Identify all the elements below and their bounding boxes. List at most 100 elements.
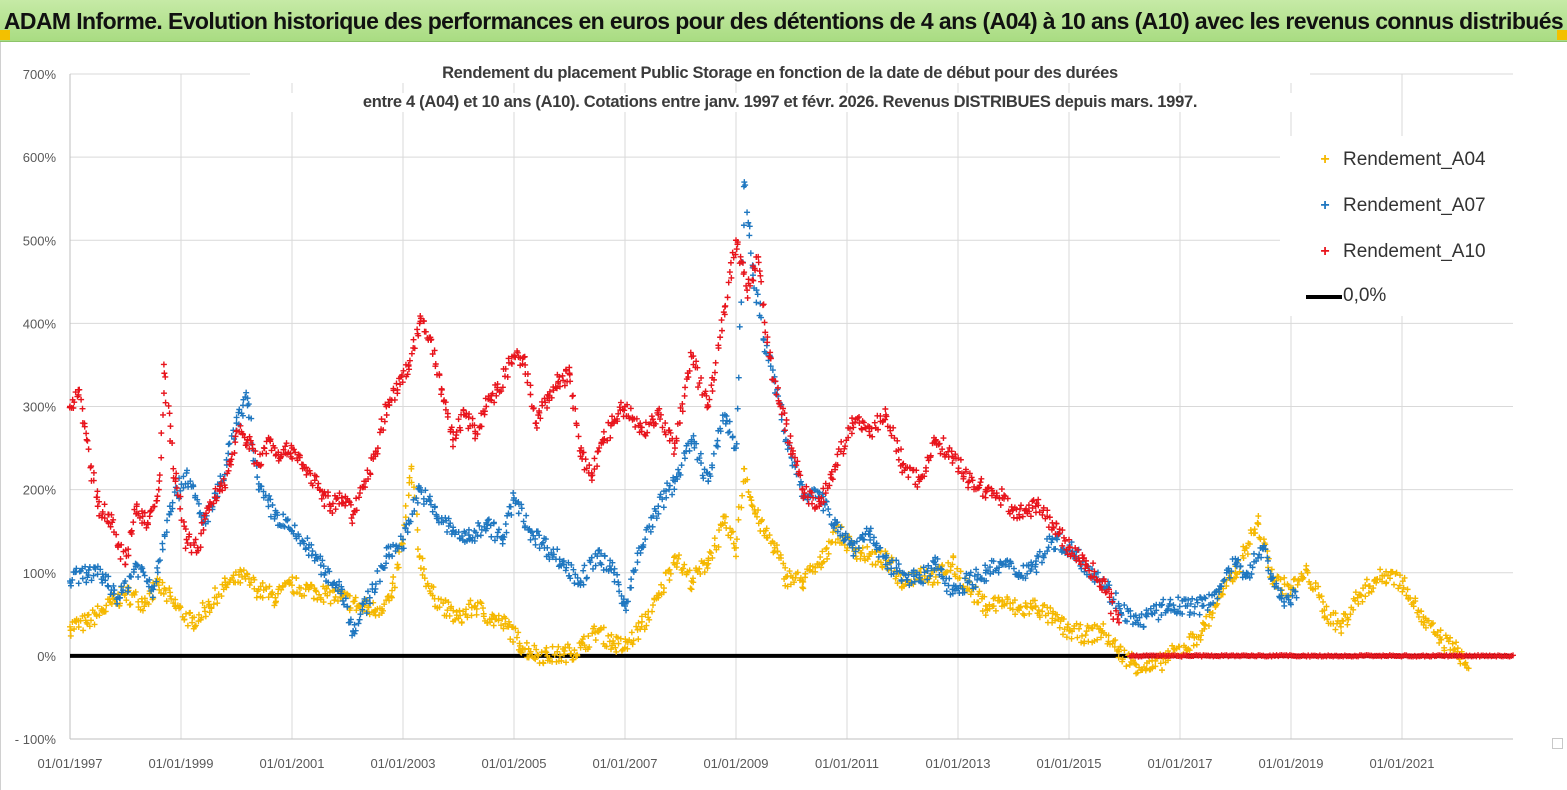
point-a10: [569, 392, 576, 399]
point-a07: [530, 532, 537, 539]
point-a04: [1438, 636, 1445, 643]
point-a04: [711, 542, 718, 549]
point-a07: [1170, 602, 1177, 609]
point-a07: [1036, 548, 1043, 555]
point-a04: [414, 526, 421, 533]
point-a07: [374, 567, 381, 574]
point-a07: [197, 509, 204, 516]
point-a10: [955, 465, 962, 472]
point-a10: [474, 431, 481, 438]
legend-item-zero[interactable]: 0,0%: [1280, 284, 1520, 308]
point-a04: [1312, 580, 1319, 587]
point-a04: [1079, 632, 1086, 639]
point-a07: [1137, 621, 1144, 628]
resize-handle[interactable]: [1552, 738, 1563, 749]
point-a07: [383, 560, 390, 567]
legend-item-a04[interactable]: + Rendement_A04: [1280, 148, 1520, 172]
point-a07: [693, 440, 700, 447]
point-a10: [84, 437, 91, 444]
point-a04: [463, 606, 470, 613]
point-a04: [956, 574, 963, 581]
point-a07: [867, 531, 874, 538]
point-a10: [1036, 509, 1043, 516]
point-a07: [830, 525, 837, 532]
point-a04: [794, 569, 801, 576]
point-a10: [249, 441, 256, 448]
point-a07: [1140, 623, 1147, 630]
point-a10: [96, 498, 103, 505]
point-a04: [214, 600, 221, 607]
legend-item-a07[interactable]: + Rendement_A07: [1280, 194, 1520, 218]
point-a07: [624, 598, 631, 605]
point-a07: [110, 582, 117, 589]
report-banner: ADAM Informe. Evolution historique des p…: [0, 0, 1567, 42]
point-a04: [421, 575, 428, 582]
point-a04: [1152, 663, 1159, 670]
point-a07: [574, 574, 581, 581]
point-a10: [444, 410, 451, 417]
chart-area[interactable]: [0, 42, 1567, 790]
point-a04: [389, 587, 396, 594]
point-a10: [594, 463, 601, 470]
point-a07: [351, 630, 358, 637]
point-a04: [812, 564, 819, 571]
point-a07: [997, 560, 1004, 567]
point-a04: [609, 642, 616, 649]
point-a07: [650, 513, 657, 520]
point-a07: [898, 577, 905, 584]
point-a10: [750, 277, 757, 284]
point-a07: [407, 518, 414, 525]
point-a10: [219, 487, 226, 494]
point-a07: [145, 583, 152, 590]
point-a07: [363, 598, 370, 605]
point-a04: [687, 585, 694, 592]
point-a10: [113, 531, 120, 538]
point-a04: [999, 597, 1006, 604]
point-a10: [850, 424, 857, 431]
point-a10: [662, 420, 669, 427]
point-a07: [326, 568, 333, 575]
point-a10: [231, 449, 238, 456]
point-a07: [1228, 568, 1235, 575]
point-a10: [718, 327, 725, 334]
point-a07: [746, 223, 753, 230]
point-a10: [107, 523, 114, 530]
point-a07: [527, 536, 534, 543]
point-a04: [802, 570, 809, 577]
point-a07: [243, 389, 250, 396]
point-a07: [1179, 610, 1186, 617]
point-a04: [747, 494, 754, 501]
point-a10: [135, 510, 142, 517]
point-a07: [966, 572, 973, 579]
point-a10: [828, 468, 835, 475]
legend-item-a10[interactable]: + Rendement_A10: [1280, 240, 1520, 264]
point-a07: [588, 554, 595, 561]
point-a10: [1109, 598, 1116, 605]
point-a10: [108, 511, 115, 518]
point-a10: [110, 516, 117, 523]
point-a04: [738, 504, 745, 511]
point-a04: [218, 593, 225, 600]
point-a07: [385, 551, 392, 558]
point-a10: [117, 555, 124, 562]
point-a04: [429, 592, 436, 599]
point-a10: [914, 483, 921, 490]
point-a10: [394, 390, 401, 397]
point-a07: [733, 440, 740, 447]
point-a07: [628, 576, 635, 583]
point-a04: [705, 560, 712, 567]
point-a07: [957, 582, 964, 589]
point-a10: [485, 393, 492, 400]
point-a04: [1054, 611, 1061, 618]
point-a10: [965, 479, 972, 486]
point-a04: [210, 601, 217, 608]
point-a04: [1390, 581, 1397, 588]
point-a07: [546, 556, 553, 563]
point-a07: [494, 529, 501, 536]
point-a04: [975, 599, 982, 606]
point-a10: [977, 479, 984, 486]
point-a10: [325, 492, 332, 499]
point-a04: [1123, 663, 1130, 670]
chart-legend[interactable]: + Rendement_A04 + Rendement_A07 + Rendem…: [1280, 136, 1520, 316]
point-a10: [747, 282, 754, 289]
